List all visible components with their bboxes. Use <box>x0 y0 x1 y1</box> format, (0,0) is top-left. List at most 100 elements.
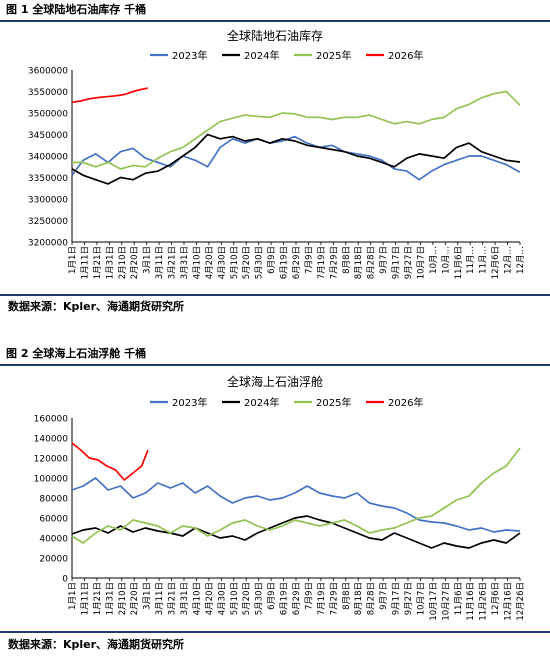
x-tick-label: 1月31日 <box>105 582 115 615</box>
chart-floating-storage: 全球海上石油浮舱 2023年 2024年 2025年 2026年 160000 140000… <box>34 374 526 621</box>
x-tick-label: 10月… <box>429 246 439 274</box>
series-line <box>71 135 521 181</box>
x-tick-label: 1月31日 <box>105 246 115 279</box>
y-tick-label: 140000 <box>34 435 69 445</box>
x-tick-label: 3月11日 <box>155 246 165 279</box>
y-tick-label: 3600000 <box>28 67 68 77</box>
x-tick-label: 2月20日 <box>130 246 140 279</box>
x-tick-label: 2月10日 <box>118 246 128 279</box>
series-line <box>72 90 521 170</box>
legend-label: 2023年 <box>172 49 207 62</box>
x-tick-label: 7月29日 <box>329 246 339 279</box>
x-tick-label: 11月6日 <box>454 582 464 615</box>
x-tick-label: 8月28日 <box>367 246 377 279</box>
x-tick-label: 8月18日 <box>354 582 364 615</box>
y-tick-label: 3500000 <box>28 110 68 120</box>
y-tick-label: 3300000 <box>28 196 68 206</box>
y-tick-label: 3200000 <box>28 239 68 249</box>
x-tick-label: 1月11日 <box>80 582 90 615</box>
x-tick-label: 2月10日 <box>118 582 128 615</box>
x-tick-label: 8月28日 <box>367 582 377 615</box>
y-tick-label: 100000 <box>34 475 69 485</box>
y-tick-label: 3450000 <box>28 131 68 141</box>
series-line <box>71 477 521 533</box>
x-tick-label: 6月29日 <box>292 582 302 615</box>
x-tick-label: 5月10日 <box>230 582 240 615</box>
figure-1-source: 数据来源：Kpler、海通期货研究所 <box>8 300 185 313</box>
y-tick-label: 80000 <box>39 495 68 505</box>
y-tick-label: 20000 <box>39 555 68 565</box>
x-tick-label: 4月20日 <box>205 582 215 615</box>
x-tick-label: 6月29日 <box>292 246 302 279</box>
x-tick-label: 6月19日 <box>280 246 290 279</box>
legend-label: 2026年 <box>388 49 423 62</box>
legend-label: 2025年 <box>316 396 351 409</box>
x-tick-label: 3月1日 <box>143 246 153 274</box>
y-tick-label: 3400000 <box>28 153 68 163</box>
x-tick-label: 10月27日 <box>441 582 451 621</box>
x-tick-label: 7月29日 <box>329 582 339 615</box>
x-tick-label: 7月19日 <box>317 582 327 615</box>
x-tick-label: 10月17日 <box>429 582 439 621</box>
x-tick-label: 5月20日 <box>242 582 252 615</box>
x-tick-label: 10月… <box>441 246 451 274</box>
chart-title: 全球陆地石油库存 <box>227 28 323 43</box>
y-tick-label: 40000 <box>39 535 68 545</box>
x-tick-label: 7月9日 <box>304 246 314 274</box>
x-tick-label: 3月21日 <box>168 246 178 279</box>
x-tick-label: 4月20日 <box>205 246 215 279</box>
x-tick-label: 11月… <box>466 246 476 274</box>
x-tick-label: 3月31日 <box>180 582 190 615</box>
x-tick-label: 8月8日 <box>342 582 352 610</box>
figure-1-caption: 图 1 全球陆地石油库存 千桶 <box>6 3 147 16</box>
series-line <box>71 133 521 185</box>
x-tick-label: 12月6日 <box>491 582 501 615</box>
x-tick-label: 11月16日 <box>466 582 476 621</box>
chart-title: 全球海上石油浮舱 <box>227 374 323 389</box>
series-line <box>71 447 521 544</box>
figure-1-top-rule <box>0 20 550 22</box>
x-tick-label: 2月20日 <box>130 582 140 615</box>
x-tick-label: 9月17日 <box>392 246 402 279</box>
x-tick-label: 4月10日 <box>192 582 202 615</box>
x-tick-label: 3月21日 <box>168 582 178 615</box>
x-tick-label: 6月9日 <box>267 246 277 274</box>
figure-2-source: 数据来源：Kpler、海通期货研究所 <box>8 638 185 651</box>
series-line <box>71 442 149 481</box>
x-tick-label: 6月9日 <box>267 582 277 610</box>
x-tick-label: 12月16日 <box>504 582 514 621</box>
x-tick-label: 9月27日 <box>404 582 414 615</box>
x-tick-label: 4月30日 <box>217 246 227 279</box>
x-tick-label: 3月1日 <box>143 582 153 610</box>
x-tick-label: 1月11日 <box>80 246 90 279</box>
y-tick-label: 60000 <box>39 515 68 525</box>
x-tick-label: 1月1日 <box>68 582 78 610</box>
x-tick-label: 12月6日 <box>491 246 501 279</box>
x-tick-label: 1月1日 <box>68 246 78 274</box>
x-tick-label: 7月9日 <box>304 582 314 610</box>
x-tick-label: 3月31日 <box>180 246 190 279</box>
x-tick-label: 11月… <box>479 246 489 274</box>
legend-label: 2024年 <box>244 396 279 409</box>
figure-2-top-rule <box>0 364 550 366</box>
y-tick-label: 0 <box>62 575 68 585</box>
x-tick-label: 7月19日 <box>317 246 327 279</box>
x-tick-label: 8月8日 <box>342 246 352 274</box>
y-tick-label: 160000 <box>34 415 69 425</box>
legend-label: 2026年 <box>388 396 423 409</box>
x-tick-label: 5月30日 <box>255 582 265 615</box>
figure-2-bottom-rule <box>0 631 550 633</box>
x-tick-label: 12月… <box>516 246 526 274</box>
x-tick-label: 9月7日 <box>379 246 389 274</box>
x-tick-label: 3月11日 <box>155 582 165 615</box>
x-tick-label: 1月21日 <box>93 582 103 615</box>
x-tick-label: 12月26日 <box>516 582 526 621</box>
y-tick-label: 3250000 <box>28 217 68 227</box>
x-tick-label: 4月30日 <box>217 582 227 615</box>
figure-1-bottom-rule <box>0 294 550 296</box>
x-tick-label: 5月10日 <box>230 246 240 279</box>
x-tick-label: 4月10日 <box>192 246 202 279</box>
x-tick-label: 8月18日 <box>354 246 364 279</box>
y-tick-label: 3350000 <box>28 174 68 184</box>
x-tick-label: 11月26日 <box>479 582 489 621</box>
